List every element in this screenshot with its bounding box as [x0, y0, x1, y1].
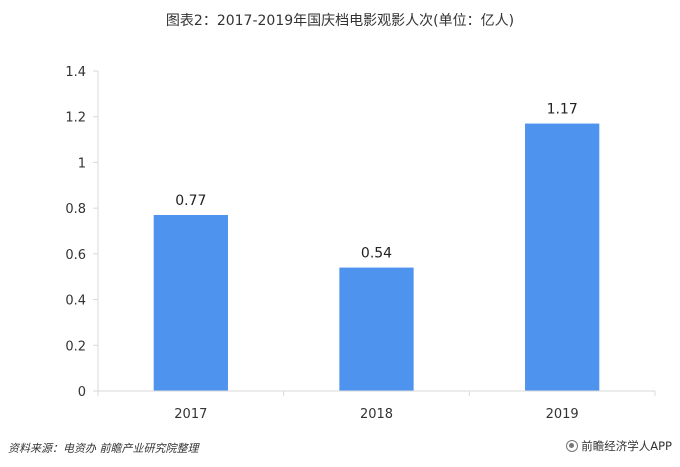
y-tick-label: 1.2 — [65, 111, 86, 126]
data-label-2019: 1.17 — [547, 102, 578, 118]
y-tick-label: 0.4 — [65, 294, 86, 309]
bar-2018 — [339, 267, 414, 391]
y-tick-label: 0.6 — [65, 248, 86, 263]
bar-2019 — [525, 123, 600, 392]
y-axis: 0 0.2 0.4 0.6 0.8 1 1.2 1.4 — [65, 65, 99, 400]
y-tick-label: 1 — [78, 156, 86, 171]
chart-title: 图表2：2017-2019年国庆档电影观影人次(单位：亿人) — [165, 13, 515, 29]
brand-name: 前瞻经济学人APP — [581, 439, 672, 453]
x-tick-label-2018: 2018 — [360, 407, 393, 422]
brand: 前瞻经济学人APP — [566, 438, 672, 454]
y-tick-label: 1.4 — [65, 65, 86, 80]
x-tick-label-2017: 2017 — [174, 407, 207, 422]
source-note: 资料来源：电资办 前瞻产业研究院整理 — [8, 442, 199, 455]
y-tick-label: 0 — [78, 385, 86, 400]
bars: 0.77 0.54 1.17 — [153, 102, 600, 392]
bar-2017 — [153, 215, 228, 391]
data-label-2018: 0.54 — [361, 246, 392, 262]
y-tick-label: 0.2 — [65, 339, 86, 354]
brand-logo-icon — [566, 440, 579, 452]
y-tick-label: 0.8 — [65, 202, 86, 217]
data-label-2017: 0.77 — [175, 193, 206, 209]
x-tick-label-2019: 2019 — [546, 407, 579, 422]
x-axis: 2017 2018 2019 — [97, 390, 656, 422]
